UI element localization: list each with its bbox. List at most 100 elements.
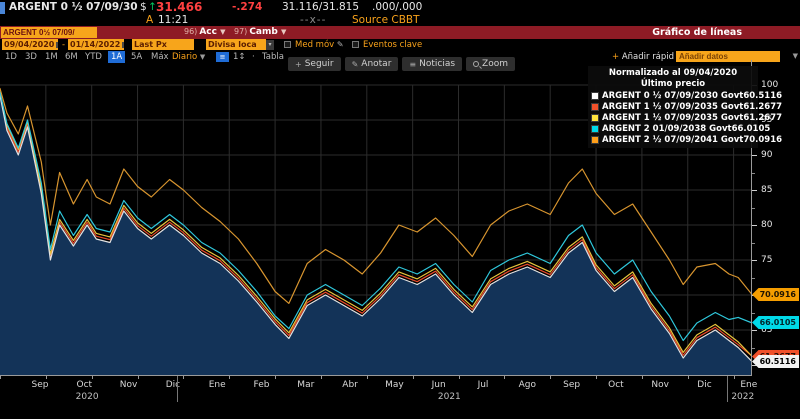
- chevron-down-icon: ▼: [220, 28, 226, 36]
- mov-avg-checkbox[interactable]: [284, 41, 291, 48]
- mov-avg-label: Med móv ✎: [295, 40, 344, 50]
- legend-label: ARGENT 0 ½ 07/09/2030 Govt: [602, 90, 744, 101]
- legend-label: ARGENT 2 ½ 07/09/2041 Govt: [602, 134, 744, 145]
- x-axis-year-label: 2021: [437, 392, 461, 402]
- price-field-dropdown[interactable]: Last Px: [132, 39, 194, 50]
- range-button-1a[interactable]: 1A: [108, 51, 126, 63]
- x-axis-month-label: Dic: [165, 380, 181, 390]
- y-axis-tick: [752, 330, 757, 331]
- y-axis-minor-tick: [752, 312, 755, 314]
- quick-add-input[interactable]: [676, 51, 780, 62]
- x-axis-month-label: Abr: [342, 380, 358, 390]
- x-axis-month-label: Ene: [208, 380, 226, 390]
- range-button-5a[interactable]: 5A: [131, 52, 143, 62]
- x-axis-month-label: Oct: [608, 380, 624, 390]
- x-axis-month-label: Jul: [477, 380, 489, 390]
- x-axis-tick: [320, 376, 322, 379]
- y-axis-tick: [752, 225, 757, 226]
- calendar-icon: [122, 41, 124, 48]
- legend-swatch-icon: [591, 113, 599, 122]
- bid-ask: 31.116/31.815: [282, 1, 360, 13]
- seguir-button[interactable]: + Seguir: [288, 57, 341, 71]
- menu-item-cambiar[interactable]: 97) Camb ▼: [234, 27, 287, 37]
- legend-last-price: 61.2677: [743, 112, 783, 123]
- range-button-1m[interactable]: 1M: [45, 52, 58, 62]
- y-axis-line: [751, 60, 752, 376]
- zoom-button[interactable]: Zoom: [466, 57, 515, 71]
- x-axis-month-label: Feb: [253, 380, 270, 390]
- x-axis-tick: [183, 376, 185, 379]
- events-checkbox[interactable]: [352, 41, 359, 48]
- x-axis-month-label: Jun: [431, 380, 446, 390]
- range-button-1d[interactable]: 1D: [5, 52, 17, 62]
- y-axis-tick: [752, 260, 757, 261]
- chart-settings-bar: 09/04/2020 - 01/14/2022 Last Px Divisa l…: [0, 39, 800, 51]
- y-axis-tick-label: 75: [761, 255, 773, 265]
- range-button-6m[interactable]: 6M: [65, 52, 78, 62]
- price-currency-symbol: $: [140, 1, 147, 13]
- year-divider-line: [727, 376, 728, 402]
- x-axis-tick: [596, 376, 598, 379]
- legend-entry[interactable]: ARGENT 1 ½ 07/09/2035 Govt 61.2677: [591, 112, 782, 123]
- series-line: [0, 93, 752, 357]
- range-button-ytd[interactable]: YTD: [85, 52, 102, 62]
- menu-key: 97): [234, 27, 248, 36]
- x-axis-tick: [733, 376, 735, 379]
- price-change: -.274: [232, 1, 263, 13]
- date-to-input[interactable]: 01/14/2022: [68, 39, 124, 50]
- date-range-separator: -: [62, 40, 66, 50]
- chevron-down-icon[interactable]: ▼: [792, 52, 798, 60]
- price-source: Source CBBT: [352, 14, 420, 26]
- x-axis-line: [0, 375, 752, 376]
- legend-title: Normalizado al 09/04/2020: [608, 68, 738, 78]
- series-line: [0, 94, 752, 362]
- x-axis-month-label: Sep: [563, 380, 581, 390]
- ticker-search-input[interactable]: [1, 27, 97, 38]
- line-chart-plot[interactable]: [0, 60, 752, 376]
- security-ticker: ARGENT 0 ½ 07/09/30: [9, 1, 138, 13]
- anotar-button[interactable]: ✎ Anotar: [344, 57, 399, 71]
- legend-last-price: 60.5116: [743, 90, 783, 101]
- quote-time: 11:21: [158, 14, 189, 26]
- function-menu-bar: 96)Acc ▼ 97)Camb ▼ Gráfico de líneas: [0, 26, 800, 39]
- spinner-icon[interactable]: ▾: [266, 40, 274, 50]
- legend-entry[interactable]: ARGENT 2 ½ 07/09/2041 Govt 70.0916: [591, 134, 782, 145]
- legend-entry[interactable]: ARGENT 1 ½ 07/09/2035 Govt 61.2677: [591, 101, 782, 112]
- x-axis-tick: [45, 376, 47, 379]
- x-axis-year-label: 2020: [75, 392, 99, 402]
- x-axis-year-label: 2022: [731, 392, 755, 402]
- date-from-input[interactable]: 09/04/2020: [2, 39, 58, 50]
- y-axis-minor-tick: [752, 242, 755, 244]
- pencil-icon[interactable]: ✎: [336, 40, 344, 49]
- legend-entry[interactable]: ARGENT 0 ½ 07/09/2030 Govt 60.5116: [591, 90, 782, 101]
- security-header-bar: ARGENT 0 ½ 07/09/30 $ ↑ 31.466 -.274 31.…: [0, 0, 800, 26]
- x-axis-tick: [504, 376, 506, 379]
- y-axis-minor-tick: [752, 347, 755, 349]
- range-button-3d[interactable]: 3D: [25, 52, 37, 62]
- menu-item-acciones[interactable]: 96) Acc ▼: [184, 27, 226, 37]
- x-axis-tick: [458, 376, 460, 379]
- session-flag: A: [146, 14, 154, 26]
- y-axis-tick: [752, 190, 757, 191]
- legend-last-price: 61.2677: [743, 101, 783, 112]
- y-axis-tick: [752, 365, 757, 366]
- legend-entry[interactable]: ARGENT 2 01/09/2038 Govt 66.0105: [591, 123, 770, 134]
- chevron-down-icon: ▼: [280, 28, 287, 36]
- button-label: Noticias: [419, 59, 456, 69]
- range-button-máx[interactable]: Máx: [151, 52, 169, 62]
- y-axis-minor-tick: [752, 172, 755, 174]
- last-price: 31.466: [156, 0, 203, 14]
- axis-scale-toggle[interactable]: 1↕: [233, 52, 246, 62]
- noticias-button[interactable]: ≡ Noticias: [402, 57, 463, 71]
- legend-swatch-icon: [591, 124, 599, 133]
- quick-add-label[interactable]: + Añadir rápid: [612, 52, 675, 62]
- frequency-dropdown[interactable]: Diario ▼: [172, 52, 206, 62]
- magnifier-icon: [473, 61, 480, 67]
- chart-style-icon[interactable]: ≡: [216, 52, 229, 62]
- legend-swatch-icon: [591, 135, 599, 144]
- button-label: Seguir: [304, 59, 334, 69]
- x-axis-tick: [687, 376, 689, 379]
- currency-dropdown[interactable]: Divisa loca: [206, 39, 266, 50]
- table-button[interactable]: Tabla: [262, 52, 284, 62]
